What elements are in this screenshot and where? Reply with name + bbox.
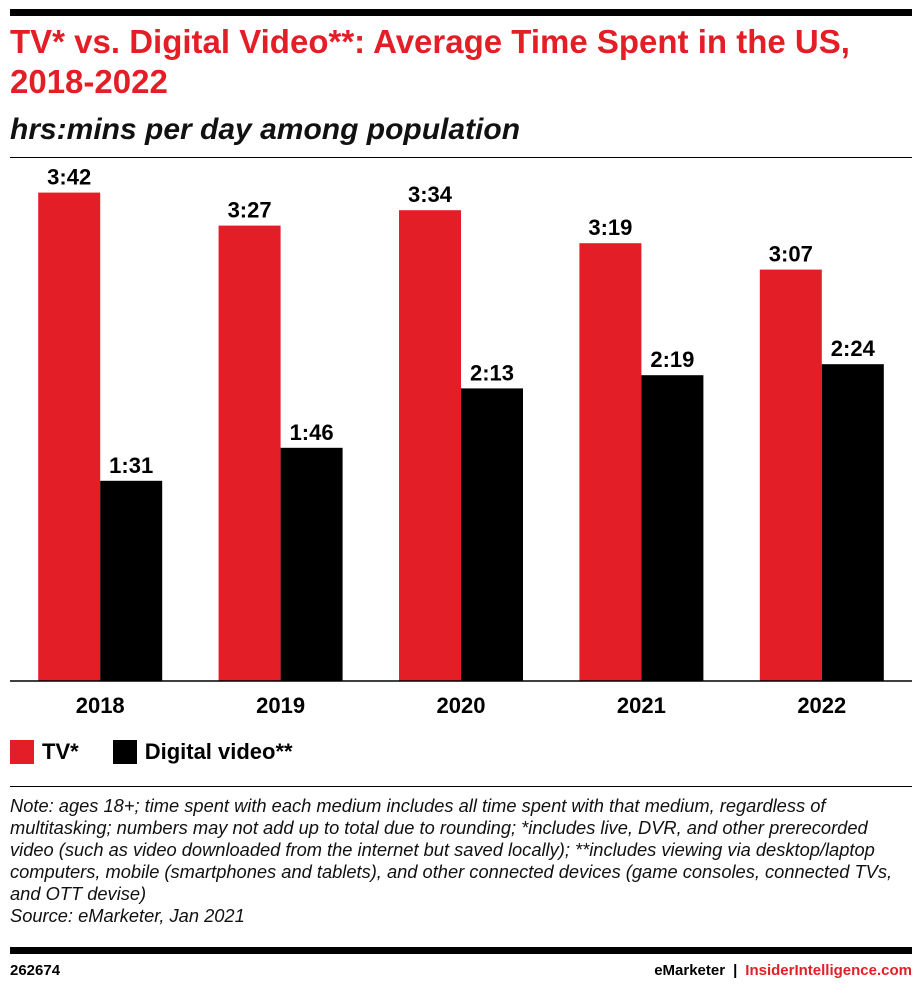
bar-tv-2020 [399,210,461,681]
value-label-digital-video-2021: 2:19 [650,347,694,372]
bottom-rule [10,947,912,954]
chart-id: 262674 [10,962,61,979]
value-label-digital-video-2018: 1:31 [109,453,153,478]
value-label-digital-video-2022: 2:24 [831,336,876,361]
legend-label-digital-video: Digital video** [144,739,293,764]
brand-insider-intelligence[interactable]: InsiderIntelligence.com [745,962,912,979]
brand-separator: | [733,962,738,979]
bars-group [38,192,884,681]
value-label-digital-video-2019: 1:46 [290,420,334,445]
bar-digital-video-2022 [821,364,884,681]
bar-tv-2018 [38,192,101,681]
bar-tv-2022 [759,269,822,681]
top-rule [10,9,912,16]
value-labels-group: 3:42 1:31 3:27 1:46 3:34 2:13 3:19 2:19 3:07 2:24 [47,165,875,478]
subtitle-rule [10,157,912,158]
bar-chart: 3:42 1:31 3:27 1:46 3:34 2:13 3:19 2:19 3:07 2:24… [10,165,912,718]
legend-item-digital-video: Digital video** [112,739,293,765]
value-label-digital-video-2020: 2:13 [470,360,514,385]
chart-subtitle: hrs:mins per day among population [10,113,521,146]
bar-digital-video-2019 [280,447,343,681]
legend-swatch-tv [10,740,34,764]
legend-item-tv: TV* [10,739,79,765]
legend: TV* Digital video** [10,738,327,766]
value-label-tv-2018: 3:42 [47,165,91,190]
source-text: Source: eMarketer, Jan 2021 [10,905,245,926]
value-label-tv-2021: 3:19 [588,215,632,240]
footer-brand: eMarketer | InsiderIntelligence.com [654,962,912,979]
value-label-tv-2022: 3:07 [769,242,813,267]
legend-swatch-digital-video [112,740,137,764]
bar-digital-video-2018 [100,480,163,681]
note-text: Note: ages 18+; time spent with each med… [10,795,893,904]
bar-tv-2019 [218,225,281,681]
x-tick-label-2020: 2020 [437,693,486,718]
x-tick-label-2018: 2018 [76,693,125,718]
value-label-tv-2019: 3:27 [228,198,272,223]
x-tick-labels-group: 2018 2019 2020 2021 2022 [76,693,847,718]
value-label-tv-2020: 3:34 [408,182,453,207]
bar-digital-video-2021 [641,375,704,681]
x-tick-label-2022: 2022 [797,693,846,718]
x-tick-label-2019: 2019 [256,693,305,718]
bar-tv-2021 [579,243,642,681]
bar-digital-video-2020 [461,388,523,681]
legend-label-tv: TV* [42,739,79,764]
chart-note: Note: ages 18+; time spent with each med… [10,795,915,927]
x-tick-label-2021: 2021 [617,693,666,718]
note-rule [10,786,912,787]
chart-title: TV* vs. Digital Video**: Average Time Sp… [10,23,850,100]
brand-emarketer[interactable]: eMarketer [654,962,726,979]
